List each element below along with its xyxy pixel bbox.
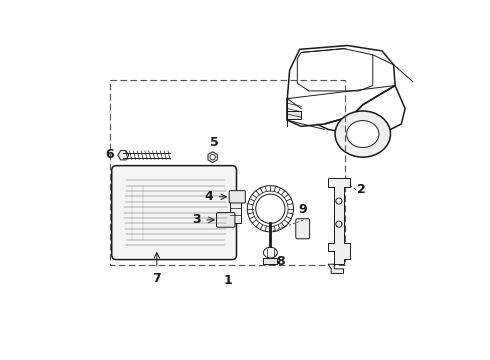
Text: 8: 8 xyxy=(276,255,285,268)
Bar xyxy=(110,80,345,265)
Circle shape xyxy=(336,198,342,204)
Ellipse shape xyxy=(264,247,277,258)
Polygon shape xyxy=(328,178,350,264)
FancyBboxPatch shape xyxy=(217,213,235,227)
Text: 3: 3 xyxy=(193,213,201,226)
Ellipse shape xyxy=(335,111,391,157)
Circle shape xyxy=(210,154,215,160)
Bar xyxy=(287,111,301,120)
FancyBboxPatch shape xyxy=(296,219,310,239)
FancyBboxPatch shape xyxy=(229,191,245,203)
Bar xyxy=(230,201,241,222)
Text: 2: 2 xyxy=(357,183,366,196)
Text: 7: 7 xyxy=(152,272,161,285)
Text: 9: 9 xyxy=(298,203,307,216)
Text: 1: 1 xyxy=(223,274,232,287)
Polygon shape xyxy=(328,264,343,274)
Text: 4: 4 xyxy=(205,190,214,203)
Polygon shape xyxy=(208,152,217,163)
Text: 6: 6 xyxy=(105,148,114,161)
Circle shape xyxy=(256,194,285,223)
Text: 5: 5 xyxy=(210,136,219,149)
Circle shape xyxy=(336,221,342,227)
Bar xyxy=(264,258,277,264)
FancyBboxPatch shape xyxy=(112,166,237,260)
Polygon shape xyxy=(118,150,129,160)
Ellipse shape xyxy=(346,121,379,148)
